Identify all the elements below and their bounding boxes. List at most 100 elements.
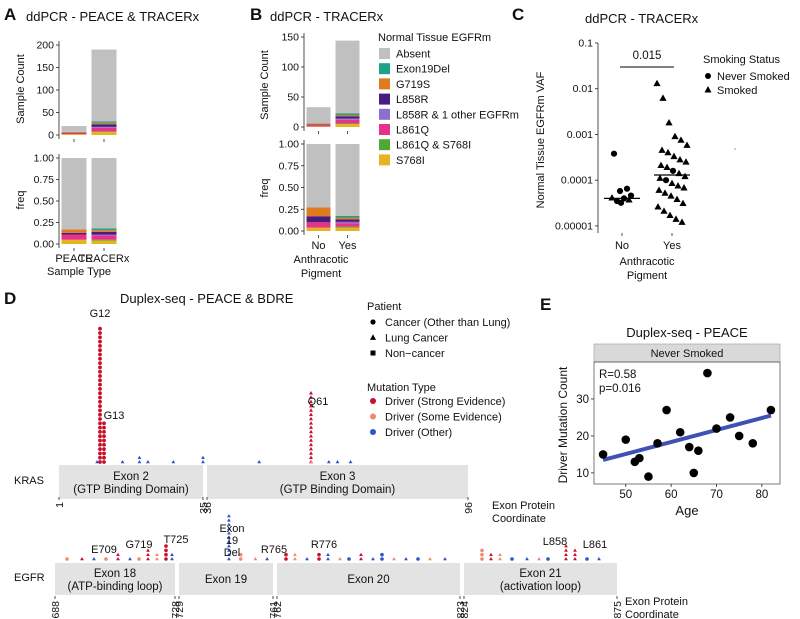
- egfr-mutation-pos-750: [238, 557, 243, 561]
- fill-legend-swatch-l861q: [379, 124, 390, 135]
- panel-e-plot-frame: [593, 361, 781, 485]
- kras-mutation-pos-10: [95, 460, 100, 464]
- B-freq-bar-yes-absent: [335, 144, 360, 216]
- panel-c-point-smoked: [683, 141, 691, 148]
- panel-a-xlabel: Sample Type: [47, 266, 111, 278]
- patient-legend-marker-circle: [370, 319, 376, 325]
- panel-c-point-never-smoked: [669, 167, 677, 174]
- B-freq-bar-no-s768i: [306, 227, 331, 231]
- kras-mutation-pos-20: [137, 460, 142, 464]
- kras-axis-label-1: Exon Protein: [492, 500, 555, 512]
- egfr-mutation-pos-746: [227, 539, 231, 544]
- A-freq-xtick-label: PEACE: [55, 253, 92, 265]
- kras-mutation-g12: [98, 404, 102, 408]
- panel-b-xlabel-line1: Anthracotic: [293, 254, 349, 266]
- panel-d-legend: Cancer (Other than Lung) Lung Cancer Non−c…: [370, 317, 510, 439]
- kras-mutation-q61: [309, 425, 313, 429]
- panel-c-pvalue: 0.015: [633, 50, 662, 62]
- panel-c-ylabel: Normal Tissue EGFRm VAF: [535, 71, 547, 208]
- kras-exon-sub-exon-3: (GTP Binding Domain): [280, 484, 396, 496]
- B-count-bar-yes-l858r-1-other-egfrm: [335, 118, 360, 120]
- kras-coordinate-label: 96: [463, 502, 475, 514]
- B-count-bar-no-s768i: [306, 126, 331, 127]
- mutation-legend-marker-driver-strong-evidence: [370, 398, 376, 404]
- egfr-coordinate-label: 875: [612, 601, 624, 619]
- A-count-bar-tracerx-exon19del: [91, 121, 117, 123]
- kras-mutation-q61: [309, 395, 313, 399]
- kras-mutation-g12: [98, 374, 102, 378]
- kras-mutation-g12: [98, 399, 102, 404]
- mutation-legend-label-driver-strong-evidence: Driver (Strong Evidence): [385, 396, 505, 408]
- A-freq-bar-tracerx-exon19del: [91, 228, 117, 231]
- panel-c-point-never-smoked: [616, 187, 624, 195]
- egfr-mutation-pos-840: [510, 557, 514, 561]
- fill-legend-label-s768i: S768I: [396, 155, 425, 167]
- panel-e-point: [644, 472, 653, 481]
- egfr-mutation-pos-858: [564, 548, 568, 552]
- B-freq-bar-no-absent: [306, 144, 331, 208]
- egfr-hotspot-label-t725: T725: [163, 534, 188, 546]
- A-freq-bar-peace-l861q: [61, 234, 87, 240]
- egfr-mutation-pos-727: [170, 557, 174, 561]
- kras-mutation-g12: [98, 425, 102, 430]
- A-count-bar-tracerx-l858r: [91, 124, 117, 127]
- A-freq-ytick-label: 0.00: [34, 239, 55, 251]
- A-freq-bar-tracerx-l858r: [91, 231, 117, 235]
- A-freq-bar-peace-g719s: [61, 229, 87, 233]
- B-freq-bar-no-g719s: [306, 207, 331, 217]
- kras-mutation-pos-48: [257, 460, 262, 464]
- kras-mutation-q61: [309, 438, 313, 442]
- egfr-hotspot-label-exon: Exon: [219, 523, 244, 535]
- A-count-bar-peace-l858r: [61, 132, 87, 134]
- panel-c-point-smoked: [653, 79, 661, 87]
- kras-mutation-g12: [98, 352, 102, 357]
- B-freq-bar-no-l861q: [306, 222, 331, 228]
- panel-c-point-smoked: [659, 94, 667, 101]
- panel-e-xtick-label: 80: [755, 489, 768, 501]
- egfr-mutation-pos-719: [146, 552, 150, 556]
- egfr-mutation-pos-797: [380, 552, 384, 557]
- panel-c-ytick-label: 0.001: [567, 129, 593, 141]
- B-count-bar-no-l861q: [306, 125, 331, 127]
- B-count-bar-yes-absent: [335, 40, 360, 114]
- fill-legend-swatch-g719s: [379, 78, 390, 90]
- panel-e-xtick-label: 70: [710, 489, 723, 501]
- egfr-mutation-pos-746: [227, 531, 231, 535]
- mutation-legend-marker-driver-some-evidence: [370, 413, 376, 420]
- egfr-mutation-pos-725: [164, 557, 168, 561]
- egfr-mutation-pos-779: [326, 552, 330, 556]
- egfr-coordinate-label: 823: [455, 601, 467, 619]
- panel-c-xlabel-line1: Anthracotic: [619, 256, 675, 268]
- egfr-mutation-pos-725: [164, 552, 168, 557]
- B-freq-bar-yes-l861q-s768i: [335, 226, 360, 228]
- panel-b-count-ylabel: Sample Count: [259, 50, 271, 120]
- egfr-hotspot-label-19: 19: [226, 535, 238, 547]
- egfr-mutation-pos-716: [137, 557, 141, 561]
- fill-legend-label-l858r-1-other-egfrm: L858R & 1 other EGFRm: [396, 109, 519, 121]
- panel-e-ytick-label: 10: [576, 468, 589, 480]
- kras-mutation-g12: [98, 331, 102, 335]
- A-freq-bar-tracerx-s768i: [91, 240, 117, 244]
- panel-c-ytick-label: 0.1: [578, 38, 593, 50]
- panel-label-b: B: [250, 5, 262, 24]
- panel-c-point-smoked: [672, 215, 680, 222]
- egfr-exon-box-exon-19: [179, 563, 273, 595]
- kras-mutation-g13: [102, 455, 106, 460]
- egfr-axis-label-2: Coordinate: [625, 609, 679, 619]
- egfr-coordinate-label: 729: [174, 601, 186, 619]
- A-freq-bar-tracerx-l858r-1-other-egfrm: [91, 234, 117, 236]
- panel-b-count-chart: 0 50 100 150: [281, 32, 360, 134]
- patient-legend-marker-triangle: [370, 334, 376, 340]
- kras-mutation-q61: [309, 434, 313, 438]
- B-freq-ytick-label: 0.50: [279, 182, 300, 194]
- kras-mutation-g12: [98, 438, 102, 443]
- kras-mutation-g12: [98, 365, 102, 370]
- panel-e-point: [653, 439, 662, 448]
- egfr-exon-sub-exon-21: (activation loop): [500, 581, 581, 593]
- egfr-mutation-pos-705: [104, 557, 108, 561]
- egfr-mutation-pos-765: [284, 557, 288, 561]
- B-count-bar-no-absent: [306, 107, 331, 124]
- egfr-mutation-pos-813: [428, 557, 432, 561]
- egfr-mutation-pos-772: [305, 557, 309, 561]
- kras-mutation-g13: [102, 425, 106, 430]
